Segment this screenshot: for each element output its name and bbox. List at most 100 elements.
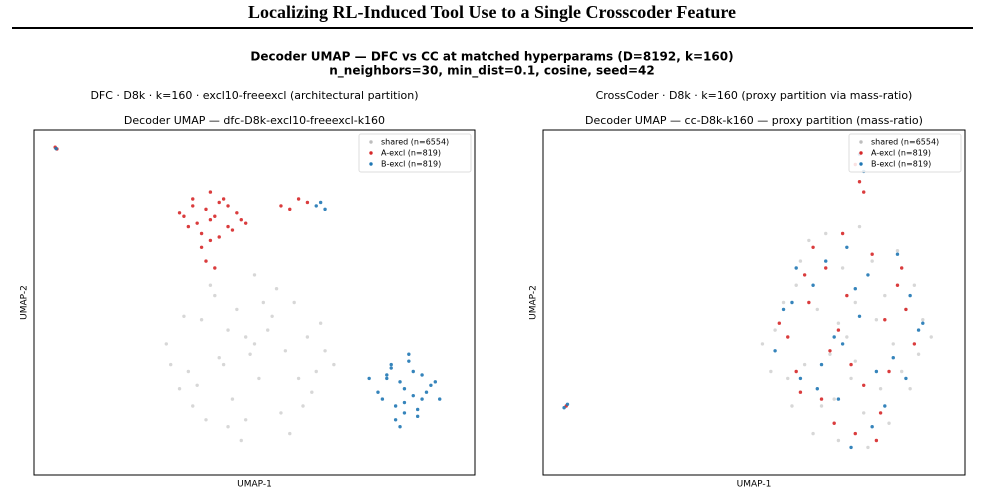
point xyxy=(891,356,895,360)
point xyxy=(929,335,933,339)
point xyxy=(389,362,393,367)
point xyxy=(376,390,380,394)
point xyxy=(819,397,824,401)
legend-label: shared (n=6554) xyxy=(381,138,449,147)
point xyxy=(217,235,221,239)
point xyxy=(878,387,883,391)
point xyxy=(243,221,248,225)
point xyxy=(891,342,895,346)
point xyxy=(828,349,832,353)
point xyxy=(815,387,819,391)
point xyxy=(836,321,841,325)
point xyxy=(208,283,213,287)
point xyxy=(393,418,398,422)
point xyxy=(389,366,393,370)
plot-frame xyxy=(542,129,966,476)
point xyxy=(274,287,279,291)
point xyxy=(279,411,283,415)
legend-box xyxy=(848,133,962,173)
point xyxy=(832,421,836,425)
point xyxy=(773,328,777,332)
point xyxy=(199,318,204,322)
point xyxy=(261,300,266,305)
point xyxy=(870,259,874,263)
point xyxy=(323,349,327,353)
point xyxy=(191,197,195,201)
legend-marker xyxy=(369,151,373,155)
point xyxy=(862,411,866,415)
point xyxy=(895,283,900,287)
point xyxy=(883,293,887,298)
point xyxy=(257,376,261,381)
point xyxy=(904,376,908,381)
point xyxy=(883,404,887,408)
legend-label: B-excl (n=819) xyxy=(871,160,931,169)
legend-marker xyxy=(369,162,373,166)
y-axis-label: UMAP-2 xyxy=(20,285,30,320)
point xyxy=(385,373,389,377)
legend-label: A-excl (n=819) xyxy=(871,149,931,158)
point xyxy=(912,283,917,287)
point xyxy=(415,407,420,412)
point xyxy=(310,390,314,394)
point xyxy=(177,211,182,215)
point xyxy=(243,335,248,339)
point xyxy=(402,387,407,391)
point xyxy=(191,204,195,208)
point xyxy=(305,200,310,205)
point xyxy=(177,387,182,391)
point xyxy=(836,397,841,401)
point xyxy=(781,300,786,305)
point xyxy=(407,359,411,363)
point xyxy=(420,397,424,401)
point xyxy=(832,397,836,401)
point xyxy=(279,204,283,208)
point xyxy=(874,369,879,374)
figure-subtitle: n_neighbors=30, min_dist=0.1, cosine, se… xyxy=(329,64,654,79)
point xyxy=(565,402,570,406)
point xyxy=(900,266,904,270)
point xyxy=(398,380,402,384)
point xyxy=(866,445,870,450)
point xyxy=(204,207,208,212)
point xyxy=(832,335,836,339)
point xyxy=(332,362,336,367)
point xyxy=(292,300,296,305)
point xyxy=(862,190,866,194)
point xyxy=(802,273,807,277)
point xyxy=(819,362,824,367)
point xyxy=(777,321,782,325)
point xyxy=(239,218,243,222)
point xyxy=(912,342,917,346)
point xyxy=(811,245,815,249)
legend-label: B-excl (n=819) xyxy=(381,160,441,169)
point xyxy=(760,342,765,346)
point xyxy=(213,266,217,270)
point xyxy=(318,321,323,325)
point xyxy=(433,380,438,384)
point xyxy=(845,293,849,298)
figure-title: Decoder UMAP — DFC vs CC at matched hype… xyxy=(250,50,733,64)
point xyxy=(204,259,208,263)
point xyxy=(226,425,230,429)
point xyxy=(221,197,226,201)
point xyxy=(407,352,411,356)
point xyxy=(807,238,811,243)
point xyxy=(798,376,803,381)
x-axis-label: UMAP-1 xyxy=(737,480,772,490)
point xyxy=(870,252,874,256)
x-axis-label: UMAP-1 xyxy=(237,480,272,490)
point xyxy=(878,411,883,415)
point xyxy=(230,397,235,401)
point xyxy=(849,445,853,450)
point xyxy=(438,397,442,401)
point xyxy=(836,328,841,332)
point xyxy=(840,266,845,270)
point xyxy=(226,204,230,208)
point xyxy=(836,438,841,443)
point xyxy=(794,266,798,270)
point xyxy=(213,214,217,218)
point xyxy=(887,421,891,425)
point xyxy=(853,287,857,291)
point xyxy=(840,231,845,236)
